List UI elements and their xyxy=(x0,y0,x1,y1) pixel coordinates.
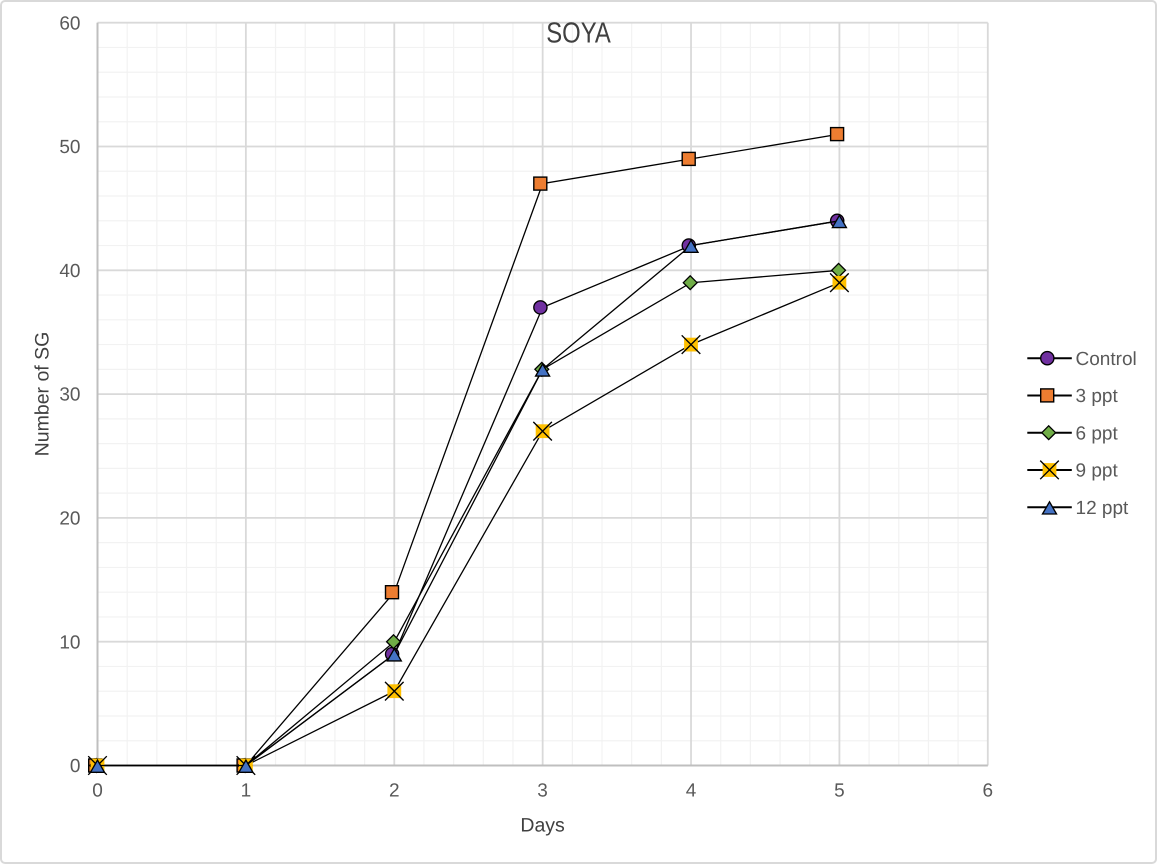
svg-text:3: 3 xyxy=(537,781,548,802)
svg-text:50: 50 xyxy=(59,137,80,158)
svg-text:Number of SG: Number of SG xyxy=(32,332,54,457)
svg-text:Days: Days xyxy=(520,815,565,837)
svg-text:40: 40 xyxy=(59,261,80,282)
svg-text:6 ppt: 6 ppt xyxy=(1076,423,1119,444)
svg-text:Control: Control xyxy=(1076,349,1137,370)
svg-text:60: 60 xyxy=(59,13,80,34)
svg-text:12 ppt: 12 ppt xyxy=(1076,498,1130,519)
svg-text:3 ppt: 3 ppt xyxy=(1076,386,1119,407)
svg-text:6: 6 xyxy=(983,781,994,802)
svg-text:0: 0 xyxy=(92,781,103,802)
svg-text:10: 10 xyxy=(59,632,80,653)
svg-text:5: 5 xyxy=(834,781,845,802)
svg-text:1: 1 xyxy=(241,781,252,802)
svg-text:4: 4 xyxy=(686,781,697,802)
svg-text:0: 0 xyxy=(70,756,81,777)
svg-text:20: 20 xyxy=(59,509,80,530)
svg-text:30: 30 xyxy=(59,385,80,406)
svg-text:9 ppt: 9 ppt xyxy=(1076,461,1119,482)
svg-text:SOYA: SOYA xyxy=(546,18,611,50)
svg-text:2: 2 xyxy=(389,781,400,802)
